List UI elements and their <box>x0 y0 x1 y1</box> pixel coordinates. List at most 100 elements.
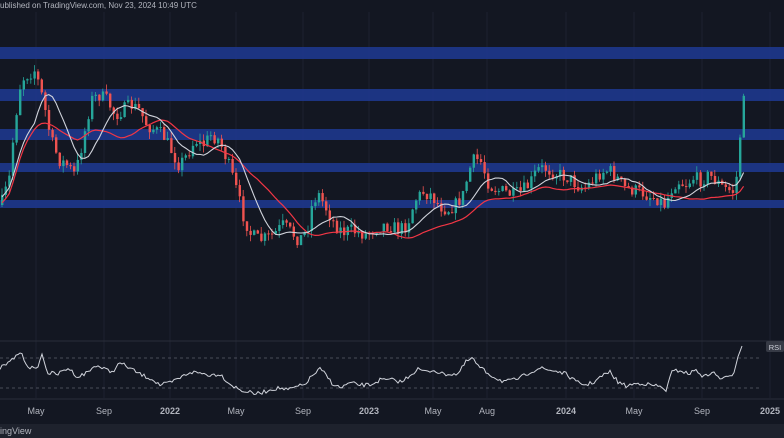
candle-body-119 <box>429 193 432 200</box>
candle-body-167 <box>602 172 605 180</box>
candle-body-169 <box>609 166 612 172</box>
candle-body-206 <box>742 95 745 138</box>
candle-body-90 <box>325 201 328 211</box>
candle-body-4 <box>15 115 18 143</box>
moving-average-lines <box>1 93 745 239</box>
x-tick-label-8: 2024 <box>556 406 576 416</box>
support-band-4 <box>0 163 784 172</box>
candle-body-201 <box>724 184 727 188</box>
candle-body-16 <box>58 152 61 167</box>
candle-body-118 <box>425 193 429 200</box>
candle-body-43 <box>155 127 159 130</box>
x-axis: May Sep 2022 May Sep 2023 May Aug 2024 May Sep 2025 <box>0 398 784 416</box>
x-tick-label-11: 2025 <box>760 406 780 416</box>
candle-body-19 <box>69 165 72 167</box>
candle-body-179 <box>645 196 648 200</box>
candle-body-48 <box>173 153 177 163</box>
candle-body-50 <box>181 157 184 171</box>
candle-body-23 <box>83 131 87 153</box>
candle-body-88 <box>317 193 321 203</box>
candle-body-205 <box>739 137 742 177</box>
candle-body-33 <box>119 117 123 120</box>
candle-body-34 <box>123 102 126 118</box>
candle-body-37 <box>134 103 137 109</box>
candle-body-22 <box>80 152 83 160</box>
candle-body-91 <box>328 210 331 221</box>
x-tick-label-4: Sep <box>295 406 311 416</box>
candle-body-45 <box>163 127 166 140</box>
candle-body-178 <box>641 187 645 197</box>
candle-body-70 <box>253 230 256 235</box>
candle-body-57 <box>206 135 209 147</box>
candle-body-183 <box>659 198 663 206</box>
candle-body-89 <box>321 193 324 202</box>
x-tick-label-7: Aug <box>479 406 495 416</box>
candle-body-30 <box>109 93 112 108</box>
support-resistance-bands <box>0 47 784 208</box>
candle-body-195 <box>703 184 706 187</box>
candle-body-157 <box>566 180 569 182</box>
candle-body-137 <box>494 190 497 193</box>
candle-body-7 <box>26 79 29 81</box>
candle-body-177 <box>638 185 641 188</box>
candle-body-143 <box>515 187 519 189</box>
candle-body-165 <box>595 173 598 184</box>
candle-body-71 <box>256 230 259 234</box>
x-tick-label-1: Sep <box>96 406 112 416</box>
chart-canvas[interactable]: RSI May Sep 2022 May Sep 2023 May Aug 2024 May Sep… <box>0 0 784 424</box>
candle-body-36 <box>130 99 133 109</box>
candle-body-47 <box>170 138 173 154</box>
candle-body-193 <box>695 172 699 180</box>
candle-body-14 <box>51 129 54 138</box>
candle-body-151 <box>544 165 547 171</box>
slow-moving-average-line <box>1 119 745 239</box>
candle-body-99 <box>357 231 360 234</box>
candle-body-44 <box>159 127 162 129</box>
candle-body-141 <box>508 190 511 196</box>
candle-body-25 <box>91 95 94 120</box>
candle-body-93 <box>335 220 339 234</box>
candle-body-164 <box>591 182 594 184</box>
candle-body-127 <box>458 198 461 205</box>
candle-body-120 <box>433 193 436 204</box>
candle-body-145 <box>523 182 526 191</box>
candle-body-187 <box>674 189 677 194</box>
candle-body-152 <box>548 170 551 175</box>
candle-body-135 <box>487 173 490 189</box>
candle-body-21 <box>76 159 79 172</box>
candle-body-138 <box>497 191 501 193</box>
rsi-line <box>0 345 743 396</box>
candle-body-181 <box>652 197 655 199</box>
candle-body-52 <box>188 155 191 157</box>
candle-body-72 <box>260 233 263 241</box>
candle-body-15 <box>55 137 58 153</box>
candle-body-100 <box>361 231 364 239</box>
candle-body-76 <box>274 230 277 234</box>
candle-body-65 <box>235 172 238 186</box>
candle-body-184 <box>663 198 666 208</box>
candle-body-13 <box>47 109 51 130</box>
candle-body-112 <box>404 223 407 233</box>
candle-body-61 <box>220 138 223 147</box>
candle-body-74 <box>267 233 270 235</box>
candle-body-182 <box>656 198 659 206</box>
candle-body-77 <box>278 225 281 231</box>
support-band-1 <box>0 47 784 59</box>
candle-body-98 <box>353 224 357 234</box>
candle-body-185 <box>667 197 670 208</box>
candle-body-153 <box>551 174 555 179</box>
candle-body-80 <box>289 222 292 227</box>
candle-body-146 <box>526 182 529 189</box>
candle-body-68 <box>245 221 249 231</box>
candle-body-196 <box>706 171 709 185</box>
x-tick-label-5: 2023 <box>359 406 379 416</box>
candle-body-131 <box>472 154 475 168</box>
support-band-2 <box>0 89 784 101</box>
candle-body-197 <box>710 171 713 176</box>
candle-body-111 <box>400 223 403 234</box>
candle-body-38 <box>137 103 141 109</box>
candlestick-series <box>1 65 745 249</box>
candle-body-113 <box>407 223 411 233</box>
candle-body-69 <box>249 230 252 235</box>
